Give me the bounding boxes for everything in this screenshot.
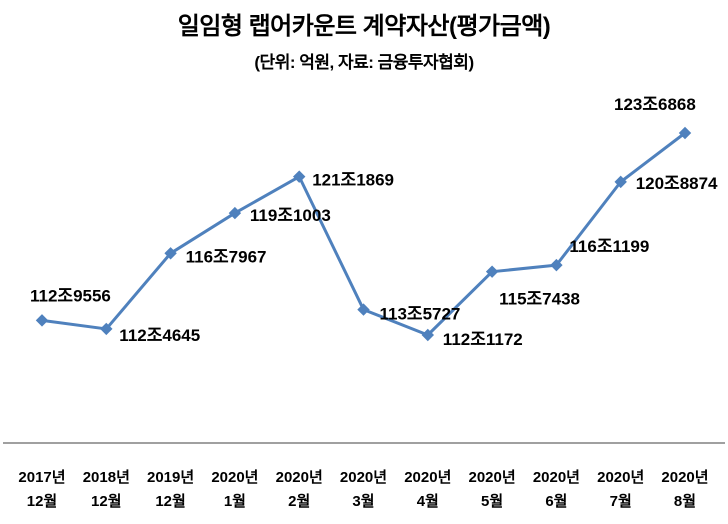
x-tick-year: 2018년: [83, 469, 130, 486]
x-tick-month: 12월: [155, 493, 186, 510]
data-point-marker: [164, 247, 177, 260]
data-point-marker: [678, 126, 692, 140]
x-tick-year: 2020년: [533, 469, 580, 486]
x-tick-label: 2020년 5월: [469, 469, 516, 510]
x-tick-label: 2020년 2월: [276, 469, 323, 510]
x-tick-year: 2020년: [661, 469, 708, 486]
data-point-label: 112조1172: [443, 330, 523, 349]
x-tick-label: 2020년 6월: [533, 469, 580, 510]
data-point-label: 112조9556: [30, 286, 111, 305]
x-tick-label: 2020년 7월: [597, 469, 644, 510]
data-point-label: 119조1003: [250, 206, 331, 225]
x-tick-month: 5월: [481, 493, 503, 510]
x-tick-year: 2020년: [211, 469, 258, 486]
x-tick-year: 2020년: [276, 469, 323, 486]
data-point-marker: [485, 265, 499, 278]
chart-title: 일임형 랩어카운트 계약자산(평가금액): [177, 13, 551, 40]
data-point-label: 113조5727: [380, 305, 461, 324]
x-tick-month: 6월: [545, 493, 567, 510]
data-point-marker: [421, 328, 435, 342]
data-point-marker: [550, 258, 563, 272]
x-tick-year: 2020년: [469, 469, 516, 486]
x-tick-month: 8월: [674, 493, 696, 510]
x-tick-month: 7월: [610, 493, 632, 510]
x-tick-month: 12월: [27, 493, 58, 510]
x-tick-month: 12월: [91, 493, 122, 510]
data-point-marker: [614, 175, 627, 189]
x-tick-year: 2020년: [597, 469, 644, 486]
data-point-marker: [228, 206, 242, 220]
x-tick-label: 2018년 12월: [83, 469, 130, 510]
x-tick-label: 2020년 8월: [661, 469, 708, 510]
x-tick-label: 2019년 12월: [147, 469, 194, 510]
x-tick-month: 2월: [288, 493, 310, 510]
x-tick-label: 2020년 4월: [404, 469, 451, 510]
data-point-label: 123조6868: [614, 95, 696, 114]
data-point-label: 116조1199: [569, 237, 649, 256]
data-point-label: 120조8874: [636, 174, 718, 193]
x-tick-label: 2017년 12월: [18, 469, 65, 510]
x-tick-year: 2019년: [147, 469, 194, 486]
x-tick-year: 2020년: [340, 469, 387, 486]
data-point-label: 115조7438: [499, 290, 580, 309]
x-tick-label: 2020년 1월: [211, 469, 258, 510]
x-tick-month: 4월: [417, 493, 439, 510]
data-point-marker: [357, 303, 370, 316]
data-point-label: 116조7967: [186, 247, 267, 266]
x-tick-year: 2020년: [404, 469, 451, 486]
x-tick-label: 2020년 3월: [340, 469, 387, 510]
x-tick-month: 1월: [224, 493, 246, 510]
data-point-label: 121조1869: [312, 171, 394, 190]
chart-subtitle: (단위: 억원, 자료: 금융투자협회): [254, 53, 474, 72]
x-tick-month: 3월: [352, 493, 374, 510]
x-tick-year: 2017년: [18, 469, 65, 486]
data-point-marker: [35, 314, 49, 327]
data-point-label: 112조4645: [119, 326, 200, 345]
data-point-marker: [100, 322, 113, 336]
data-point-marker: [292, 170, 306, 183]
